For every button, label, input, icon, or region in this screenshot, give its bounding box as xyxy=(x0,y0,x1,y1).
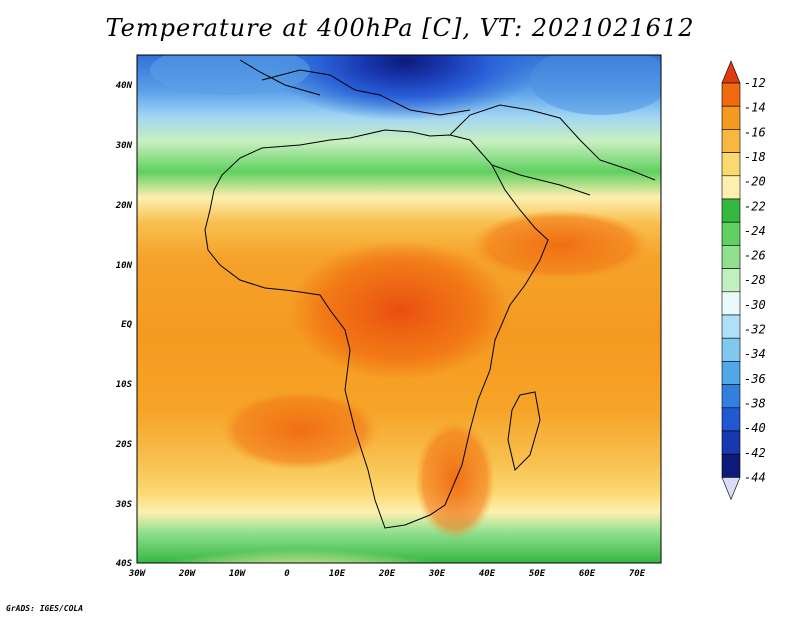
colorbar-label: -38 xyxy=(744,396,766,410)
colorbar-label: -30 xyxy=(744,298,766,312)
colorbar-label: -34 xyxy=(744,347,766,361)
colorbar-block xyxy=(721,291,741,316)
colorbar-block xyxy=(721,82,741,107)
x-tick-label: 60E xyxy=(579,569,596,579)
colorbar-block xyxy=(721,337,741,362)
colorbar-label: -40 xyxy=(744,421,766,435)
colorbar-label: -28 xyxy=(744,273,766,287)
x-tick-label: 30W xyxy=(128,569,147,579)
y-tick-label: 40N xyxy=(116,81,133,91)
colorbar-label: -32 xyxy=(744,323,766,337)
y-tick-label: 20N xyxy=(115,201,133,211)
plot-frame xyxy=(136,54,662,564)
y-tick-label: 30S xyxy=(115,500,133,510)
y-tick-label: 40S xyxy=(116,559,133,569)
colorbar-block xyxy=(721,221,741,246)
colorbar-block xyxy=(721,314,741,339)
x-tick-label: 70E xyxy=(629,569,646,579)
temperature-field xyxy=(137,55,661,563)
colorbar-block xyxy=(721,105,741,130)
colorbar-label: -18 xyxy=(744,150,766,164)
x-tick-label: 10E xyxy=(329,569,346,579)
y-tick-label: 10N xyxy=(116,261,133,271)
y-axis-labels: 40N 30N 20N 10N EQ 10S 20S 30S 40S xyxy=(115,81,133,569)
x-tick-label: 0 xyxy=(284,569,290,579)
colorbar-label: -42 xyxy=(744,446,766,460)
colorbar-block xyxy=(721,407,741,432)
colorbar-label: -12 xyxy=(744,76,766,90)
colorbar-label: -22 xyxy=(744,199,766,213)
colorbar-block xyxy=(721,430,741,455)
y-tick-label: 10S xyxy=(116,380,133,390)
colorbar-label: -16 xyxy=(744,125,766,139)
chart-title: Temperature at 400hPa [C], VT: 202102161… xyxy=(105,14,695,42)
colorbar-block xyxy=(721,129,741,153)
colorbar-label: -36 xyxy=(744,372,766,386)
colorbar-label: -14 xyxy=(744,101,766,115)
x-axis-labels: 30W 20W 10W 0 10E 20E 30E 40E 50E 60E 70… xyxy=(128,569,646,579)
colorbar: -12 -14 -16 -18 -20 -22 -24 -26 -28 -30 -32 -34 -36 -… xyxy=(721,60,766,501)
colorbar-label: -44 xyxy=(744,470,766,484)
colorbar-block xyxy=(721,198,741,223)
colorbar-block xyxy=(721,152,741,177)
colorbar-cap-top xyxy=(721,60,741,84)
credit-label: GrADS: IGES/COLA xyxy=(6,604,84,613)
colorbar-block xyxy=(721,175,741,200)
y-tick-label: 30N xyxy=(115,141,133,151)
y-tick-label: EQ xyxy=(121,320,132,330)
colorbar-label: -24 xyxy=(744,224,766,238)
x-tick-label: 20W xyxy=(178,569,197,579)
colorbar-label: -26 xyxy=(744,249,766,263)
colorbar-block xyxy=(721,384,741,409)
x-tick-label: 40E xyxy=(479,569,496,579)
x-tick-label: 50E xyxy=(529,569,546,579)
x-tick-label: 30E xyxy=(428,569,446,579)
colorbar-block xyxy=(721,453,741,478)
colorbar-block xyxy=(721,361,741,385)
colorbar-cap-bottom xyxy=(721,477,741,501)
colorbar-block xyxy=(721,245,741,269)
x-tick-label: 10W xyxy=(229,569,247,579)
y-tick-label: 20S xyxy=(115,440,133,450)
coastlines xyxy=(204,59,656,529)
colorbar-label: -20 xyxy=(744,175,766,189)
x-tick-label: 20E xyxy=(378,569,396,579)
colorbar-block xyxy=(721,268,741,293)
